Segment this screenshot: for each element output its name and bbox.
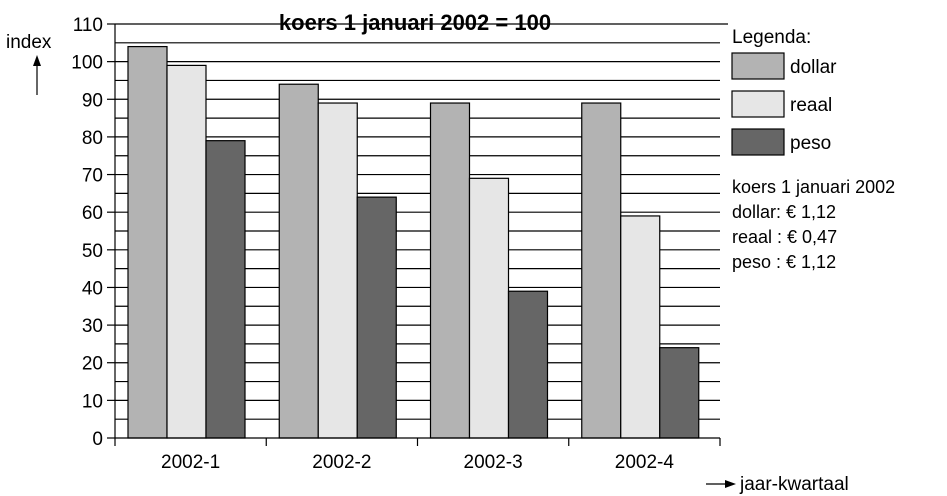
x-tick-label: 2002-3 bbox=[464, 452, 523, 473]
y-tick-label: 10 bbox=[82, 391, 103, 412]
bar-reaal-2002-4 bbox=[620, 215, 661, 439]
bar-reaal-2002-2 bbox=[317, 102, 358, 439]
legend-label-dollar: dollar bbox=[790, 57, 837, 78]
note-line: dollar: € 1,12 bbox=[732, 202, 836, 222]
y-tick-label: 20 bbox=[82, 354, 103, 375]
note-line: koers 1 januari 2002 bbox=[732, 177, 895, 197]
bar-dollar-2002-1 bbox=[127, 45, 168, 439]
bar-peso-2002-4 bbox=[659, 347, 700, 439]
bar-peso-2002-2 bbox=[356, 196, 397, 439]
legend: Legenda: dollar reaal peso bbox=[731, 27, 837, 156]
x-tick-label: 2002-4 bbox=[615, 452, 675, 473]
exchange-rate-notes: koers 1 januari 2002 dollar: € 1,12 reaal … bbox=[732, 177, 895, 272]
legend-label-peso: peso bbox=[790, 133, 831, 154]
y-tick-label: 80 bbox=[82, 128, 103, 149]
y-tick-label: 0 bbox=[92, 429, 103, 450]
x-axis-ticks: 2002-1 2002-2 2002-3 2002-4 bbox=[114, 438, 721, 473]
y-tick-label: 30 bbox=[82, 316, 103, 337]
y-axis-arrow-icon bbox=[33, 55, 41, 95]
legend-swatch-dollar bbox=[731, 52, 785, 80]
y-tick-label: 90 bbox=[82, 90, 103, 111]
bars bbox=[127, 45, 700, 439]
bar-peso-2002-1 bbox=[205, 140, 246, 439]
x-axis-arrow-icon bbox=[706, 480, 736, 488]
y-tick-label: 60 bbox=[82, 203, 103, 224]
x-tick-label: 2002-1 bbox=[161, 452, 220, 473]
y-axis-label: index bbox=[6, 32, 52, 53]
x-axis-label: jaar-kwartaal bbox=[739, 474, 849, 495]
y-axis-ticks: 0 10 20 30 40 50 60 70 80 90 100 110 bbox=[71, 15, 115, 450]
note-line: peso : € 1,12 bbox=[732, 252, 836, 272]
bar-dollar-2002-2 bbox=[278, 83, 319, 439]
legend-swatch-peso bbox=[731, 128, 785, 156]
chart-title: koers 1 januari 2002 = 100 bbox=[279, 10, 551, 35]
bar-reaal-2002-1 bbox=[166, 64, 207, 439]
y-tick-label: 50 bbox=[82, 241, 103, 262]
bar-peso-2002-3 bbox=[507, 290, 549, 439]
legend-label-reaal: reaal bbox=[790, 95, 832, 116]
y-tick-label: 40 bbox=[82, 278, 103, 299]
y-tick-label: 70 bbox=[82, 166, 103, 187]
legend-title: Legenda: bbox=[732, 27, 811, 48]
y-tick-label: 100 bbox=[71, 53, 103, 74]
bar-dollar-2002-4 bbox=[581, 102, 622, 439]
bar-reaal-2002-3 bbox=[468, 177, 510, 439]
note-line: reaal : € 0,47 bbox=[732, 227, 837, 247]
bar-dollar-2002-3 bbox=[429, 102, 471, 439]
legend-swatch-reaal bbox=[731, 90, 785, 118]
x-tick-label: 2002-2 bbox=[312, 452, 371, 473]
y-tick-label: 110 bbox=[73, 15, 103, 36]
